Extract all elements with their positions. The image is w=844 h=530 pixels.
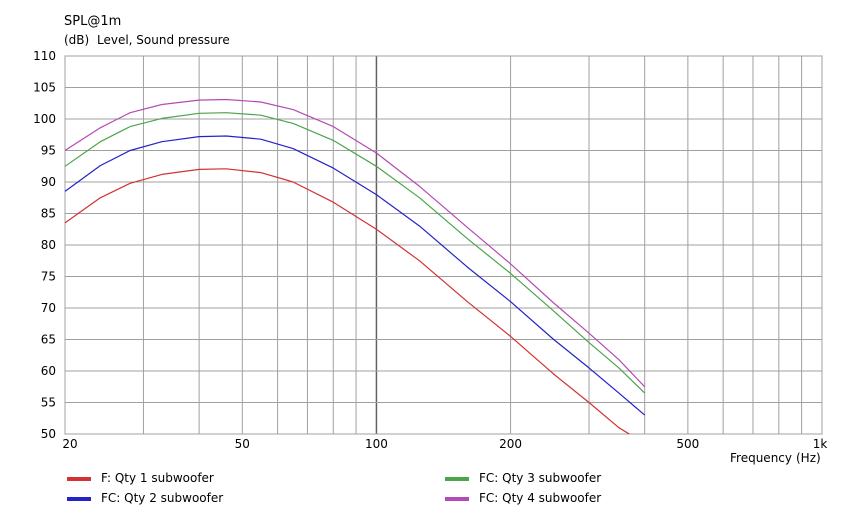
legend-label: FC: Qty 4 subwoofer xyxy=(479,491,601,505)
y-tick-label: 100 xyxy=(33,112,56,126)
series-line-4 xyxy=(65,98,646,388)
x-axis-label: Frequency xyxy=(730,451,792,465)
y-tick-label: 105 xyxy=(33,81,56,95)
y-tick-labels: 110 105 100 95 90 85 80 75 70 65 60 55 50 xyxy=(33,49,56,441)
y-tick-label: 80 xyxy=(41,238,56,252)
x-tick-label: 200 xyxy=(499,437,522,451)
y-tick-label: 60 xyxy=(41,364,56,378)
x-tick-labels: 20 50 100 200 500 1k xyxy=(62,437,827,451)
y-tick-label: 75 xyxy=(41,270,56,284)
x-axis-unit: (Hz) xyxy=(796,451,821,465)
legend-swatch xyxy=(67,497,91,501)
y-tick-label: 65 xyxy=(41,333,56,347)
x-tick-label: 500 xyxy=(676,437,699,451)
legend-label: FC: Qty 3 subwoofer xyxy=(479,471,601,485)
y-grid xyxy=(65,55,822,435)
y-tick-label: 85 xyxy=(41,207,56,221)
y-tick-label: 50 xyxy=(41,427,56,441)
y-tick-label: 90 xyxy=(41,175,56,189)
series-line-1 xyxy=(65,168,631,434)
legend-swatch xyxy=(445,497,469,501)
y-tick-label: 95 xyxy=(41,144,56,158)
legend-label: F: Qty 1 subwoofer xyxy=(101,471,214,485)
legend-swatch xyxy=(67,477,91,481)
series-lines xyxy=(65,98,646,434)
legend-swatch xyxy=(445,477,469,481)
y-axis-label: Level, Sound pressure xyxy=(97,33,230,47)
x-tick-label: 1k xyxy=(813,437,828,451)
legend: F: Qty 1 subwoofer FC: Qty 2 subwoofer FC:… xyxy=(67,471,601,505)
x-tick-label: 50 xyxy=(235,437,250,451)
y-tick-label: 110 xyxy=(33,49,56,63)
legend-label: FC: Qty 2 subwoofer xyxy=(101,491,223,505)
x-tick-label: 100 xyxy=(365,437,388,451)
chart-title: SPL@1m xyxy=(64,14,121,29)
y-tick-label: 70 xyxy=(41,301,56,315)
x-tick-label: 20 xyxy=(62,437,77,451)
series-line-2 xyxy=(65,135,646,416)
series-line-3 xyxy=(65,112,646,394)
y-axis-unit: (dB) xyxy=(64,33,89,47)
y-tick-label: 55 xyxy=(41,396,56,410)
